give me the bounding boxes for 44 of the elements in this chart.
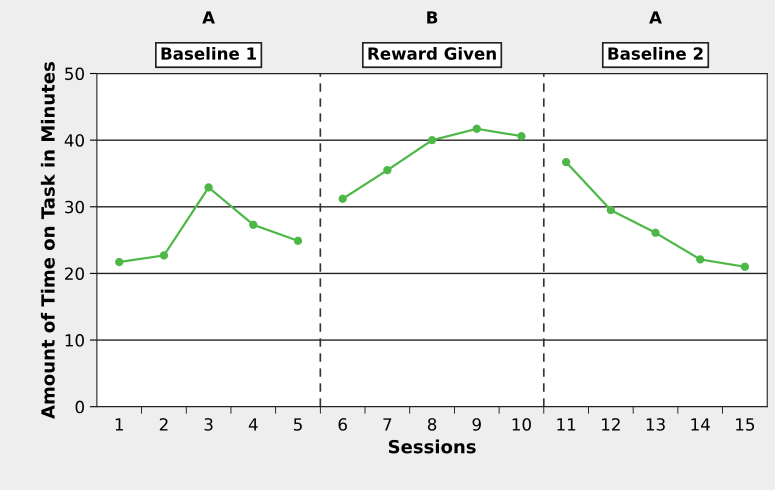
x-tick-label: 9 (472, 418, 481, 431)
point (115, 258, 124, 266)
text: B (427, 11, 438, 24)
point (428, 136, 436, 144)
y-tick-label: 10 (66, 334, 84, 347)
y-tick-label: 20 (65, 267, 84, 280)
text: Baseline 2 (608, 46, 703, 60)
y-tick-label: 50 (65, 67, 84, 80)
x-tick-label: 10 (512, 418, 531, 431)
x-tick-label: 8 (428, 418, 436, 431)
x-tick-label: 4 (248, 418, 258, 430)
x-tick-label: 6 (338, 418, 347, 431)
point (204, 183, 213, 192)
x-tick-label: 14 (691, 418, 710, 430)
text: A (649, 11, 662, 24)
point (740, 262, 750, 271)
x-tick-label: 7 (383, 418, 392, 430)
x-tick-label: 12 (602, 418, 620, 430)
point (472, 124, 481, 133)
point (562, 158, 570, 166)
text: A (202, 11, 215, 24)
x-tick-label: 3 (204, 418, 213, 431)
text: Reward Given (368, 46, 496, 60)
text: Baseline 1 (162, 46, 256, 60)
x-tick-label: 13 (646, 418, 665, 431)
point (294, 236, 302, 245)
point (651, 228, 660, 237)
point (606, 206, 615, 214)
point (249, 220, 258, 229)
x-tick-label: 15 (736, 418, 754, 431)
point (383, 166, 392, 174)
point (517, 132, 526, 140)
x-tick-label: 11 (557, 418, 576, 430)
point (696, 255, 704, 264)
point (160, 251, 168, 260)
x-tick-label: 5 (294, 418, 302, 431)
y-axis-title: Amount of Time on Task in Minutes (40, 62, 55, 419)
x-tick-label: 2 (160, 418, 168, 430)
x-tick-label: 1 (116, 418, 123, 430)
y-tick-label: 40 (64, 134, 84, 147)
y-tick-label: 0 (76, 400, 84, 414)
x-axis-title: Sessions (388, 439, 476, 454)
point (338, 194, 347, 203)
y-tick-label: 30 (65, 200, 84, 214)
